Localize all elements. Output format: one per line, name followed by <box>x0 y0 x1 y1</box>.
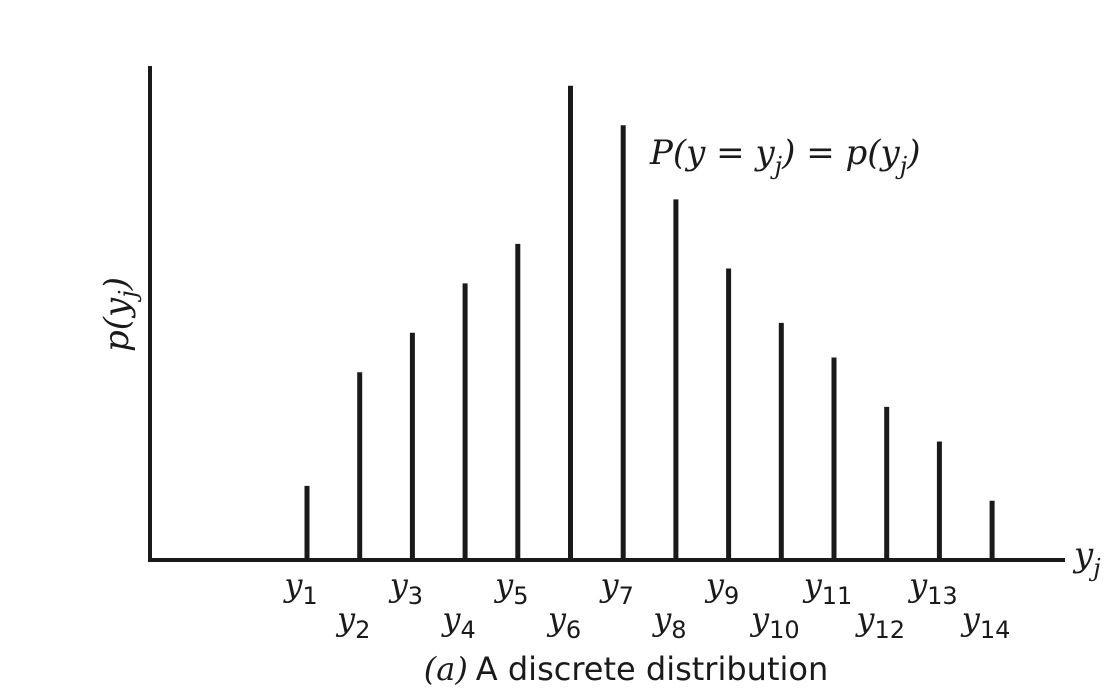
tick-label-2: y2 <box>335 600 370 644</box>
tick-label-11: y11 <box>802 566 853 610</box>
tick-label-14: y14 <box>960 600 1011 644</box>
tick-label-6: y6 <box>546 600 581 644</box>
x-axis-label: yj <box>1072 535 1101 582</box>
tick-label-4: y4 <box>440 600 475 644</box>
distribution-annotation: P(y = yj) = p(yj) <box>649 133 920 180</box>
tick-label-9: y9 <box>704 566 739 610</box>
tick-label-5: y5 <box>493 566 528 610</box>
tick-label-10: y10 <box>749 600 800 644</box>
tick-label-3: y3 <box>388 566 423 610</box>
bars <box>304 85 995 560</box>
y-axis-label: p(yj) <box>97 277 142 352</box>
tick-label-13: y13 <box>907 566 958 610</box>
chart-caption: (a) A discrete distribution <box>424 650 828 688</box>
axes <box>148 66 1065 562</box>
tick-label-12: y12 <box>854 600 905 644</box>
tick-label-8: y8 <box>651 600 686 644</box>
tick-label-7: y7 <box>599 566 634 610</box>
tick-label-1: y1 <box>282 566 317 610</box>
